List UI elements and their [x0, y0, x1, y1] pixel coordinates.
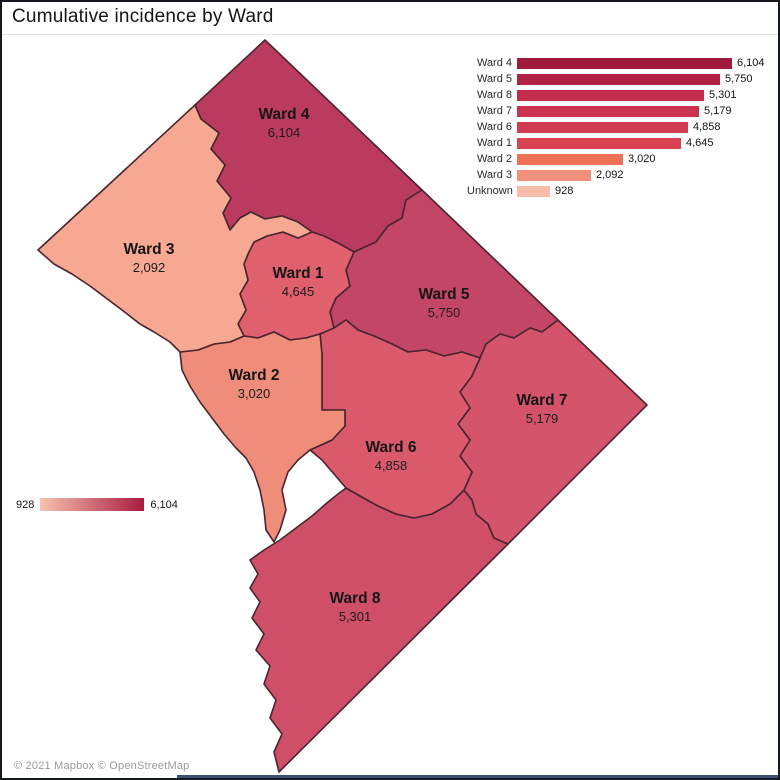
- map-region-ward2[interactable]: [179, 331, 346, 543]
- map-label-ward5: Ward 5: [418, 286, 469, 303]
- map-region-ward3[interactable]: [37, 104, 313, 353]
- legend-bar-ward-1[interactable]: [517, 137, 681, 149]
- map-value-ward5: 5,750: [428, 305, 461, 320]
- map-value-ward6: 4,858: [375, 458, 408, 473]
- map-value-ward7: 5,179: [526, 411, 559, 426]
- map-label-ward1: Ward 1: [272, 265, 323, 282]
- legend-row: Unknown 928: [467, 183, 765, 199]
- legend-bar-ward-7[interactable]: [517, 105, 699, 117]
- color-scale-ramp: [40, 498, 145, 511]
- legend-value: 3,020: [628, 153, 656, 165]
- map-region-ward7[interactable]: [457, 319, 648, 545]
- map-value-ward1: 4,645: [282, 284, 315, 299]
- legend-label: Ward 2: [476, 153, 512, 165]
- legend-bar-ward-4[interactable]: [517, 57, 732, 69]
- legend-row: Ward 8 5,301: [467, 87, 765, 103]
- legend-label: Ward 1: [476, 137, 512, 149]
- page-title: Cumulative incidence by Ward: [12, 6, 274, 27]
- map-region-ward4[interactable]: [194, 39, 423, 253]
- map-value-ward8: 5,301: [339, 609, 372, 624]
- legend-row: Ward 6 4,858: [467, 119, 765, 135]
- map-label-ward6: Ward 6: [365, 439, 416, 456]
- legend-row: Ward 5 5,750: [467, 71, 765, 87]
- legend-value: 5,301: [709, 89, 737, 101]
- legend-row: Ward 7 5,179: [467, 103, 765, 119]
- legend-bar-unknown[interactable]: [517, 185, 550, 197]
- map-value-ward3: 2,092: [133, 260, 166, 275]
- legend-row: Ward 1 4,645: [467, 135, 765, 151]
- color-scale-legend: 928 6,104: [16, 498, 178, 511]
- map-label-ward2: Ward 2: [228, 367, 279, 384]
- legend-row: Ward 2 3,020: [467, 151, 765, 167]
- legend-row: Ward 4 6,104: [467, 55, 765, 71]
- legend-label: Ward 7: [476, 105, 512, 117]
- map-label-ward8: Ward 8: [329, 590, 380, 607]
- legend-label: Ward 5: [476, 73, 512, 85]
- legend-bar-ward-2[interactable]: [517, 153, 623, 165]
- legend-bar-ward-8[interactable]: [517, 89, 704, 101]
- legend-value: 2,092: [596, 169, 624, 181]
- map-label-ward3: Ward 3: [123, 241, 174, 258]
- legend-value: 6,104: [737, 57, 765, 69]
- legend-value: 4,858: [693, 121, 721, 133]
- legend-bar-ward-6[interactable]: [517, 121, 688, 133]
- map-region-ward8[interactable]: [249, 487, 509, 773]
- legend-value: 5,179: [704, 105, 732, 117]
- map-value-ward2: 3,020: [238, 386, 271, 401]
- map-label-ward4: Ward 4: [258, 106, 309, 123]
- window-bottom-edge: [177, 775, 778, 778]
- legend-value: 4,645: [686, 137, 714, 149]
- legend-label: Ward 8: [476, 89, 512, 101]
- legend-label: Ward 6: [476, 121, 512, 133]
- legend-label: Unknown: [467, 185, 513, 197]
- legend-row: Ward 3 2,092: [467, 167, 765, 183]
- legend-value: 5,750: [725, 73, 753, 85]
- color-scale-min-label: 928: [16, 498, 35, 511]
- map-label-ward7: Ward 7: [516, 392, 567, 409]
- title-bar: Cumulative incidence by Ward: [2, 2, 778, 35]
- legend-bar-ward-3[interactable]: [517, 169, 591, 181]
- color-scale-max-label: 6,104: [150, 498, 178, 511]
- legend-label: Ward 3: [476, 169, 512, 181]
- legend-bar-ward-5[interactable]: [517, 73, 720, 85]
- bar-chart-legend: Ward 4 6,104 Ward 5 5,750 Ward 8 5,301 Ward 7 5…: [467, 55, 765, 199]
- map-value-ward4: 6,104: [268, 125, 301, 140]
- legend-label: Ward 4: [476, 57, 512, 69]
- map-attribution[interactable]: © 2021 Mapbox © OpenStreetMap: [14, 760, 190, 772]
- legend-value: 928: [555, 185, 574, 197]
